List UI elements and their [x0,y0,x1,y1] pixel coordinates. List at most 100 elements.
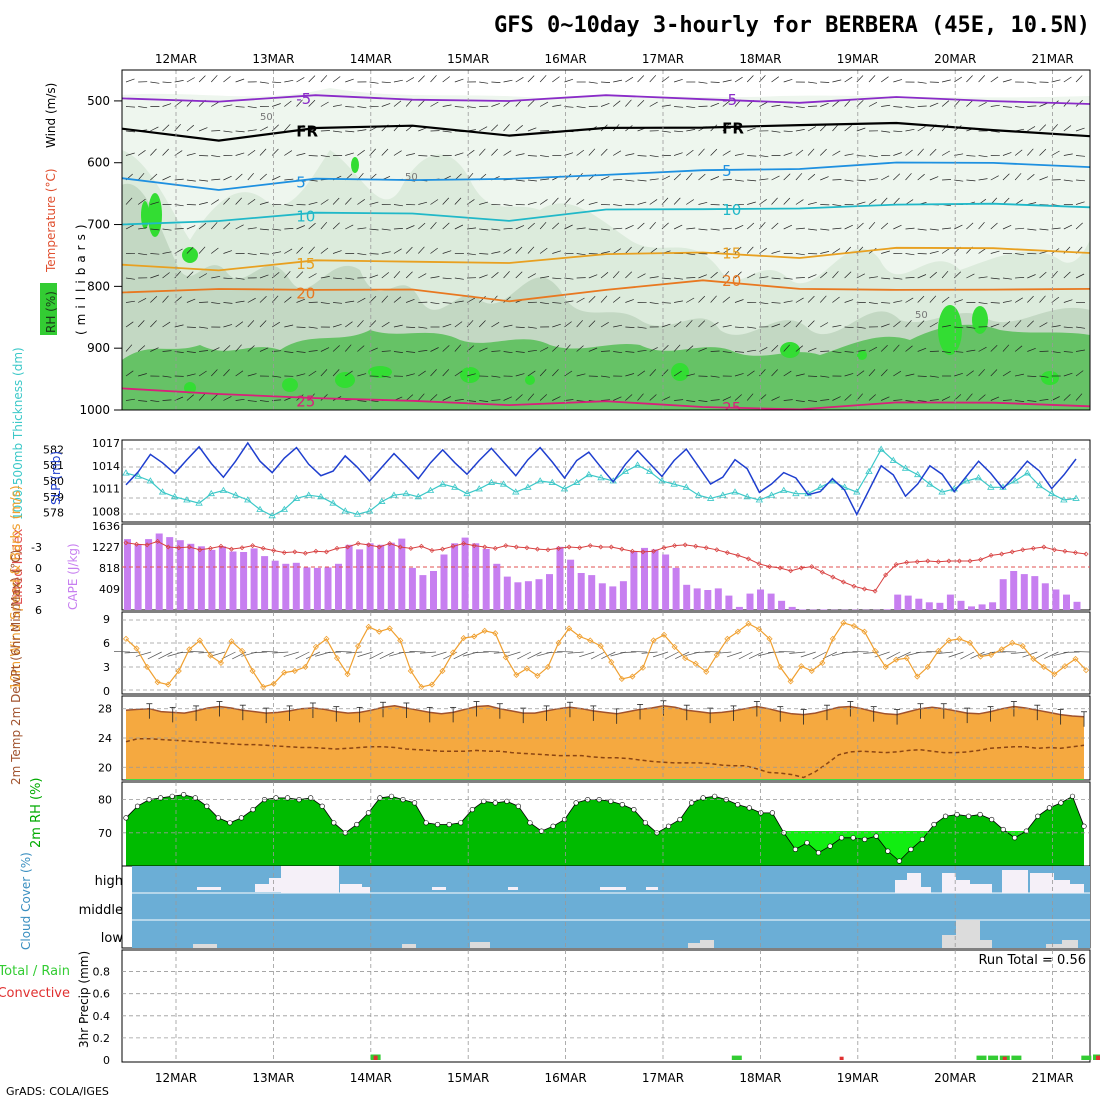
thickness-ylabel: 1000-500mb Thickness (dm) [11,347,25,520]
wind-barb [505,651,521,658]
li-point [693,543,699,549]
cloud-low-fill [193,920,1078,948]
credit-label: GrADS: COLA/IGES [6,1085,109,1098]
wind-point [671,643,678,650]
cape-bar [1041,583,1049,610]
cape-tick-label: 409 [99,583,120,596]
wind-point [344,671,351,678]
cape-bar [577,573,585,610]
cape-bar [271,560,279,610]
cape-bar [229,551,237,610]
wind-barb [778,651,795,653]
precip-ylabel: 3hr Precip (mm) [77,951,91,1048]
wind-point [956,635,963,642]
rh2m-point [931,821,937,828]
pressure-tick-label: 600 [87,156,110,170]
wind-barb [886,651,901,660]
isotherm-label: 15 [296,255,315,273]
wind-point [376,628,383,635]
li-point [1020,547,1026,553]
li-point [988,552,994,558]
li-point [471,543,477,549]
wind-point [291,667,298,675]
li-point [144,542,150,548]
cape-bar [757,589,764,610]
wind-point [893,656,900,663]
rh2m-point [1000,826,1006,833]
rh2m-point [238,815,244,821]
isotherm-5 [122,161,1090,191]
wind-point [988,651,995,658]
li-tick-label: -3 [31,541,42,554]
thickness-point [913,470,922,478]
wind-panel: 9 6 3 0 10m Wind Speed & Barbs (m/s) [9,485,1091,698]
cape-bar [767,593,775,610]
wind-point [144,663,151,671]
rh2m-point [954,811,960,818]
cape-bar [925,602,933,610]
li-tick-label: 6 [35,604,42,617]
thickness-point [341,507,349,514]
thickness-point [853,488,861,495]
li-point [302,550,308,556]
thickness-point [1060,496,1068,503]
bottom-date-label: 12MAR [155,1071,197,1085]
li-point [440,546,445,552]
cape-bar [366,543,374,610]
cloud-high-block [362,887,370,893]
wind-barb [874,651,890,658]
thickness-point [658,477,666,484]
wind-barb [335,651,352,653]
wind-barb [789,651,806,654]
li-point [186,544,192,550]
upper-wind-barbs [125,75,1086,403]
li-point [1051,547,1057,553]
wind-point [207,652,214,659]
wind-point [312,643,319,650]
wind-point [302,663,309,671]
thickness-point [499,480,508,487]
cloud-high-block [340,884,362,893]
cloud-high-block [281,866,339,893]
cape-bar [440,554,448,610]
li-point [651,548,656,554]
isotherm-label: FR [722,119,744,137]
wind-point [154,679,161,686]
thickness-point [974,474,983,481]
precip-convective-bars [373,1055,1100,1060]
wind-barb [346,651,363,654]
thickness-point [1011,477,1019,484]
rh2m-point [158,795,164,801]
wind-barb [114,651,131,653]
slp-tick-label: 1011 [92,483,120,496]
cape-bar [704,590,712,610]
wind-barb [590,651,605,660]
thickness-point [670,480,678,487]
rh2m-point [919,836,926,843]
li-point [176,545,182,551]
wind-point [175,667,182,675]
wind-barb [135,651,152,657]
cape-bar [989,602,997,610]
rh2m-point [469,806,475,813]
li-point [271,548,277,553]
isotherm-10 [122,202,1090,226]
rh2m-point [885,848,891,854]
thickness-point [402,489,410,497]
li-point [334,545,340,551]
cloud-high-block [508,887,518,890]
cape-bar [155,533,163,610]
wind-barb [517,651,532,660]
wind-point [924,663,931,671]
wind-point [281,669,288,676]
li-tick-label: 3 [35,583,42,596]
cape-tick-label: 1636 [92,520,120,533]
isotherm-freezing [122,121,1090,142]
thickness-point [207,489,215,497]
li-ylabel: Lifted Index [11,528,26,605]
cape-li-panel: -3 0 3 6 1636 1227 818 409 Lifted Index CAPE (J… [11,520,1091,617]
isotherm-label: 20 [722,272,741,290]
li-tick-label: 0 [35,562,42,575]
cape-bar [883,609,891,610]
thickness-point [244,496,252,503]
